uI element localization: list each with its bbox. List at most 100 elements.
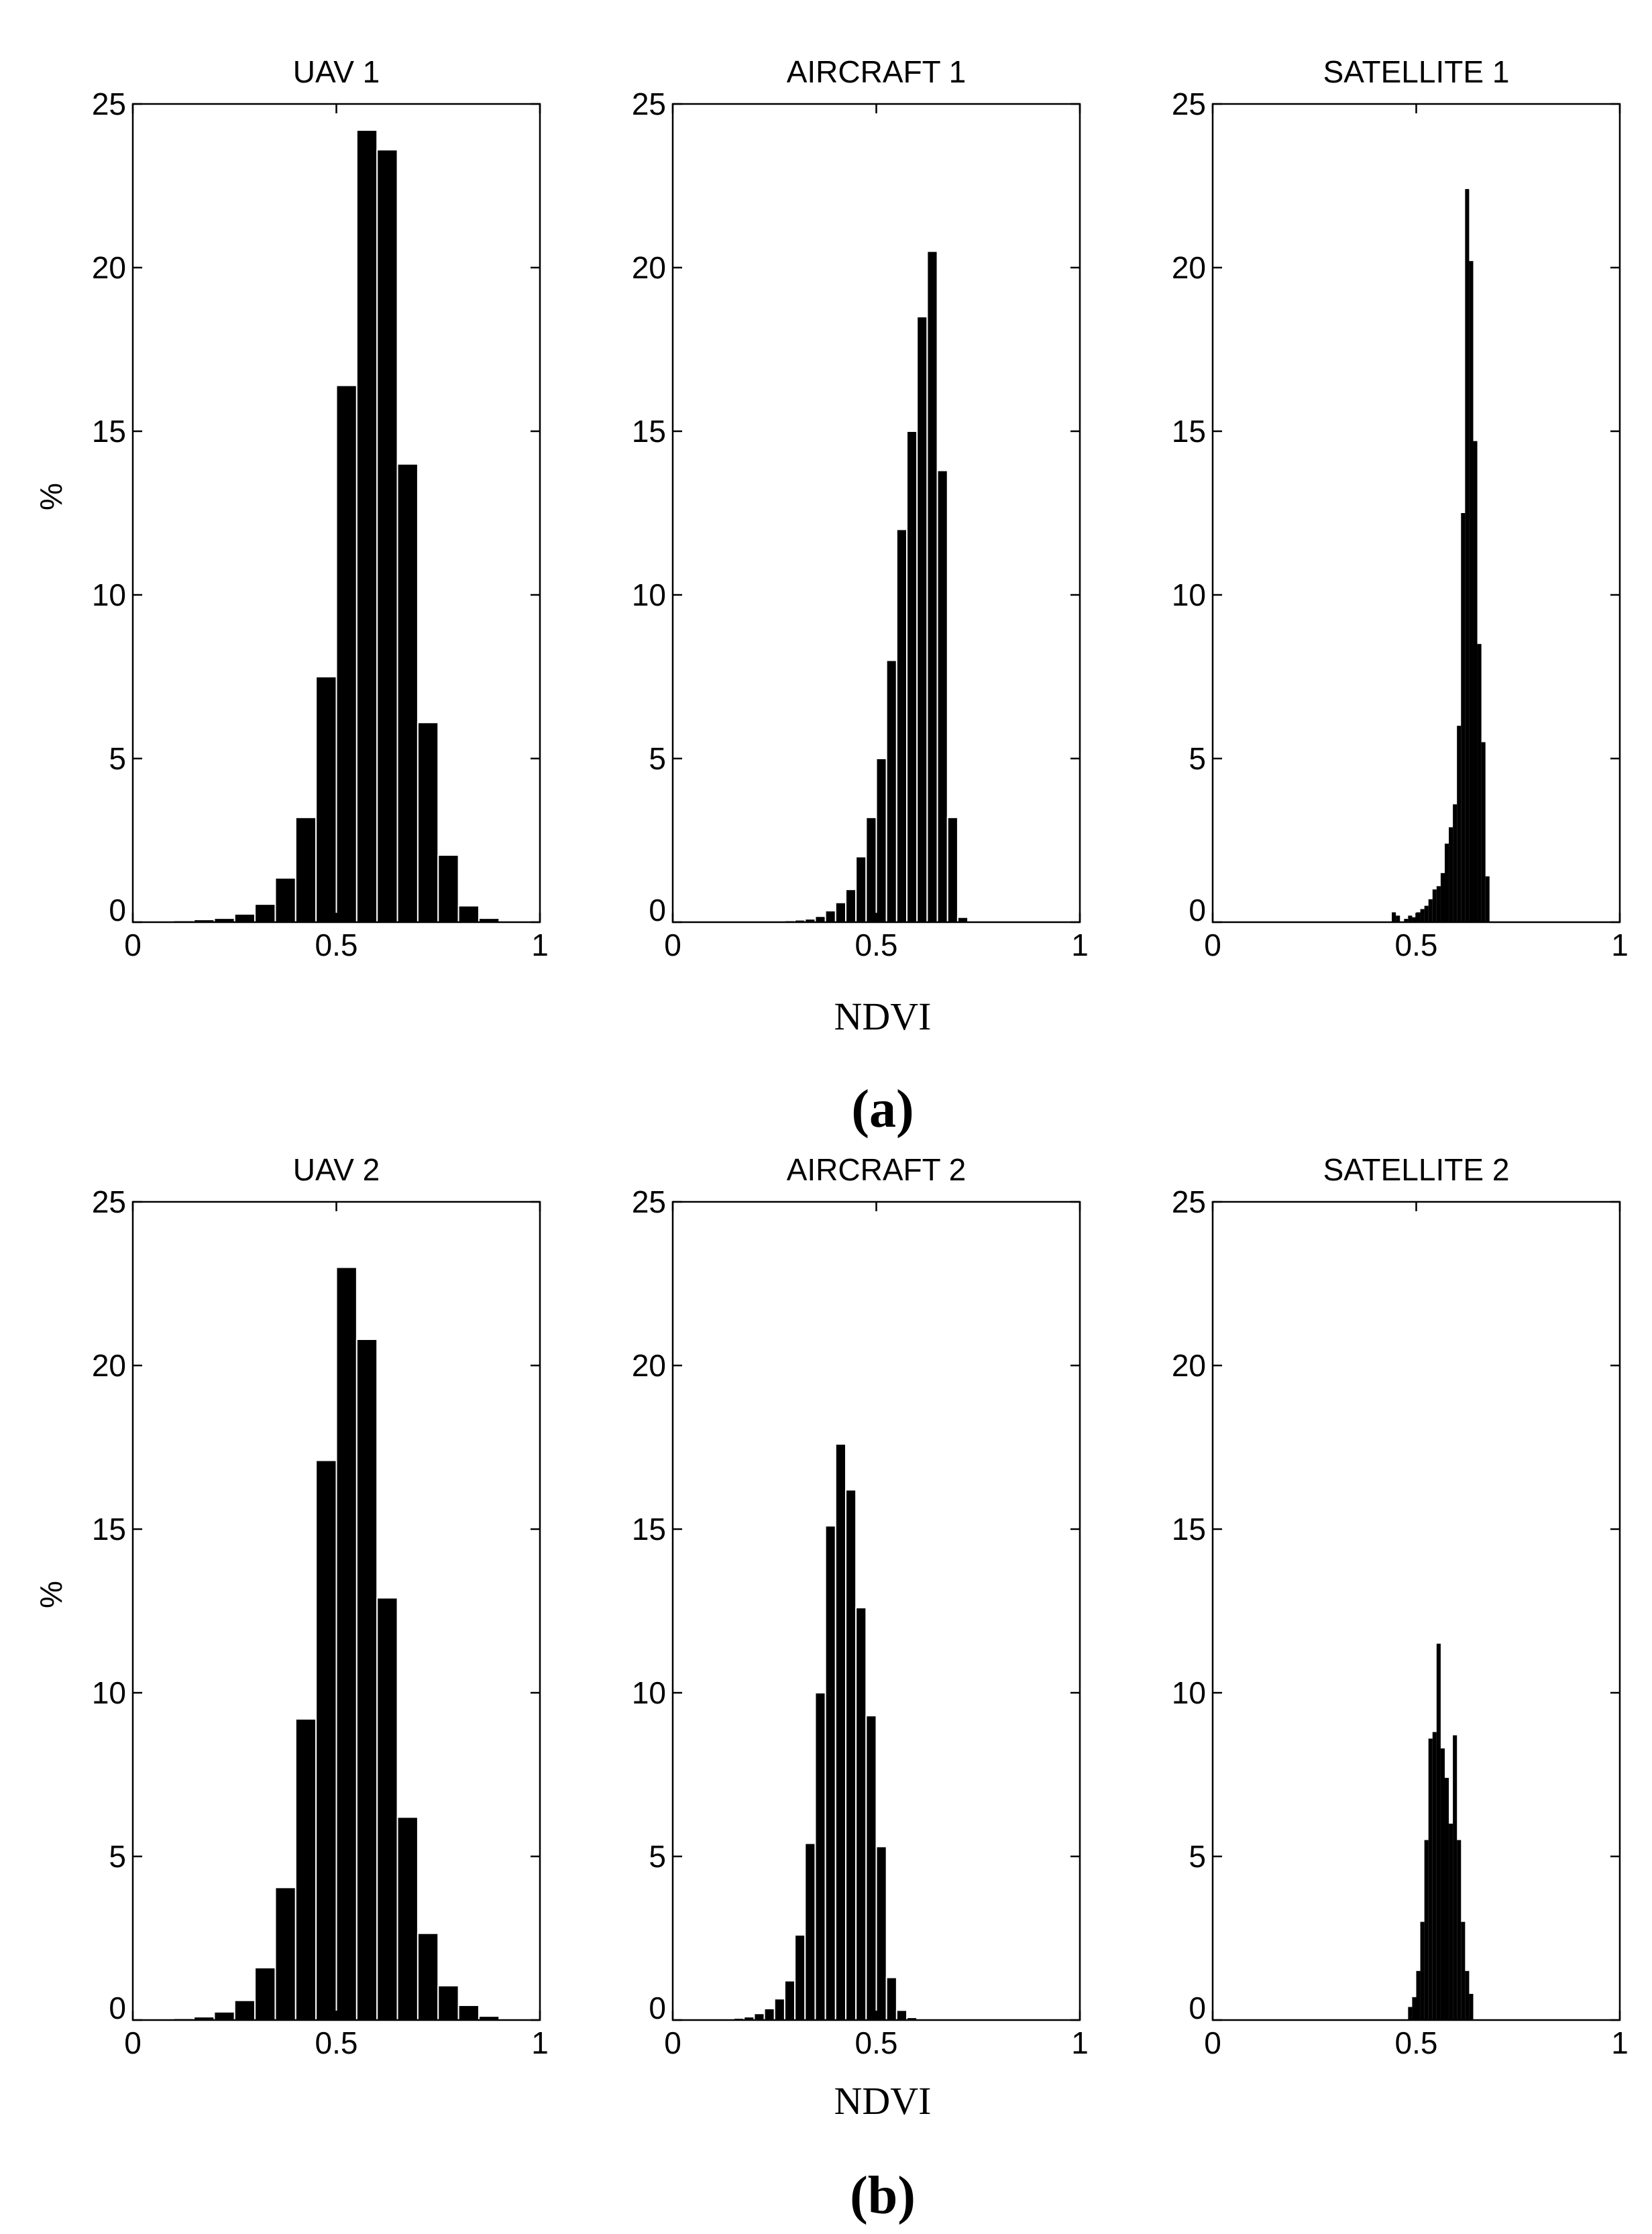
y-tick-label: 5	[1189, 1839, 1206, 1874]
histogram-bar	[254, 1966, 276, 2021]
histogram-bar	[1453, 804, 1457, 922]
histogram-bar	[895, 528, 908, 923]
histogram-bar	[824, 1525, 836, 2021]
histogram-bar	[437, 854, 459, 923]
histogram-bar	[936, 469, 948, 923]
histogram-bar	[396, 463, 419, 923]
histogram-bar	[335, 1266, 357, 2021]
histogram-bar	[946, 816, 958, 923]
y-tick-label: 10	[1172, 1675, 1206, 1710]
y-tick-label: 0	[1189, 1991, 1206, 2025]
y-tick-label: 15	[1172, 414, 1206, 449]
histogram-bar	[865, 1715, 877, 2021]
histogram-bar	[1436, 886, 1441, 922]
histogram-bar	[1420, 1921, 1425, 2020]
histogram-bar	[895, 2009, 908, 2021]
x-tick-label: 0	[124, 928, 142, 962]
y-tick-label: 20	[632, 250, 666, 285]
histogram-bar	[376, 1597, 398, 2021]
histogram-bar	[1473, 441, 1478, 922]
y-tick-label: 20	[92, 250, 126, 285]
y-tick-label: 15	[92, 414, 126, 449]
histogram-bar	[814, 1692, 826, 2021]
histogram-bar	[315, 1459, 337, 2021]
panel-label-a: (a)	[851, 1080, 914, 1139]
histogram-bar	[274, 1887, 296, 2021]
x-tick-label: 0.5	[855, 2025, 898, 2060]
histogram-bar	[417, 1932, 439, 2021]
subplot-2: AIRCRAFT 1 0 5 10 15 20 25 0 0.5 1	[632, 54, 1089, 962]
histogram-bar	[753, 2013, 765, 2021]
histogram-bar	[376, 149, 398, 924]
y-tick-label: 10	[632, 1675, 666, 1710]
histogram-bar	[1453, 1735, 1457, 2020]
histogram-bar	[1485, 876, 1490, 922]
x-tick-label: 0	[124, 2025, 142, 2060]
histogram-bar	[396, 1816, 419, 2021]
subplot-title: SATELLITE 1	[1323, 54, 1510, 89]
histogram-bar	[1408, 2007, 1413, 2020]
y-tick-label: 20	[1172, 1348, 1206, 1383]
histogram-bar	[855, 856, 867, 924]
histogram-bar	[355, 1338, 378, 2021]
subplot-4: UAV 2 0 5 10 15 20 25 0 0.5 1%	[34, 1152, 549, 2060]
histogram-bar	[233, 913, 256, 924]
histogram-bar	[1449, 827, 1453, 922]
histogram-bar	[315, 676, 337, 923]
histogram-bar	[1444, 1777, 1449, 2020]
histogram-bar	[1428, 899, 1433, 922]
subplot-title: UAV 1	[293, 54, 380, 89]
histogram-bar	[1477, 644, 1482, 922]
y-tick-label: 0	[109, 893, 126, 928]
histogram-bar	[1408, 915, 1413, 922]
subplot-6: SATELLITE 2 0 5 10 15 20 25 0 0.5 1	[1172, 1152, 1629, 2060]
x-tick-label: 1	[1071, 928, 1089, 962]
y-tick-label: 5	[1189, 741, 1206, 776]
histogram-bar	[865, 816, 877, 923]
y-tick-label: 5	[109, 741, 126, 776]
histogram-bar	[885, 1976, 897, 2021]
x-tick-label: 0	[1204, 928, 1221, 962]
x-tick-label: 1	[531, 2025, 549, 2060]
histogram-bar	[1432, 889, 1437, 922]
y-tick-label: 5	[649, 1839, 666, 1874]
x-tick-label: 0.5	[315, 928, 358, 962]
y-tick-label: 10	[92, 1675, 126, 1710]
histogram-bar	[1412, 1997, 1417, 2020]
histogram-bar	[906, 431, 918, 923]
subplot-title: AIRCRAFT 1	[787, 54, 967, 89]
x-tick-label: 0.5	[855, 928, 898, 962]
histogram-bar	[1436, 1643, 1441, 2020]
axes-frame	[1211, 103, 1621, 924]
histogram-bar	[875, 1846, 887, 2021]
histogram-bar	[926, 250, 938, 924]
subplot-title: AIRCRAFT 2	[787, 1152, 967, 1187]
histogram-bar	[844, 1489, 857, 2021]
y-tick-label: 15	[632, 414, 666, 449]
histogram-bar	[1457, 1840, 1462, 2020]
y-tick-label: 25	[92, 1184, 126, 1219]
y-tick-label: 15	[92, 1512, 126, 1547]
y-tick-label: 10	[632, 577, 666, 612]
histogram-bar	[1424, 1840, 1429, 2020]
histogram-bar	[1404, 919, 1409, 922]
y-tick-label: 25	[632, 87, 666, 121]
y-tick-label: 20	[632, 1348, 666, 1383]
histogram-bar	[824, 909, 836, 924]
histogram-bar	[254, 903, 276, 924]
histogram-bar	[1440, 873, 1445, 922]
histogram-bar	[1396, 915, 1400, 922]
histogram-bar	[773, 1998, 785, 2021]
y-tick-label: 0	[649, 893, 666, 928]
histogram-bar	[1416, 1970, 1421, 2020]
histogram-bar	[794, 1934, 806, 2021]
x-tick-label: 0	[664, 928, 681, 962]
y-axis-label: %	[34, 1581, 68, 1608]
histogram-bar	[437, 1985, 459, 2021]
histogram-bar	[1461, 513, 1466, 922]
y-tick-label: 10	[92, 577, 126, 612]
y-tick-label: 25	[92, 87, 126, 121]
subplot-1: UAV 1 0 5 10 15 20 25 0 0.5 1%	[34, 54, 549, 962]
histogram-bar	[1444, 843, 1449, 922]
histogram-bar	[855, 1607, 867, 2021]
